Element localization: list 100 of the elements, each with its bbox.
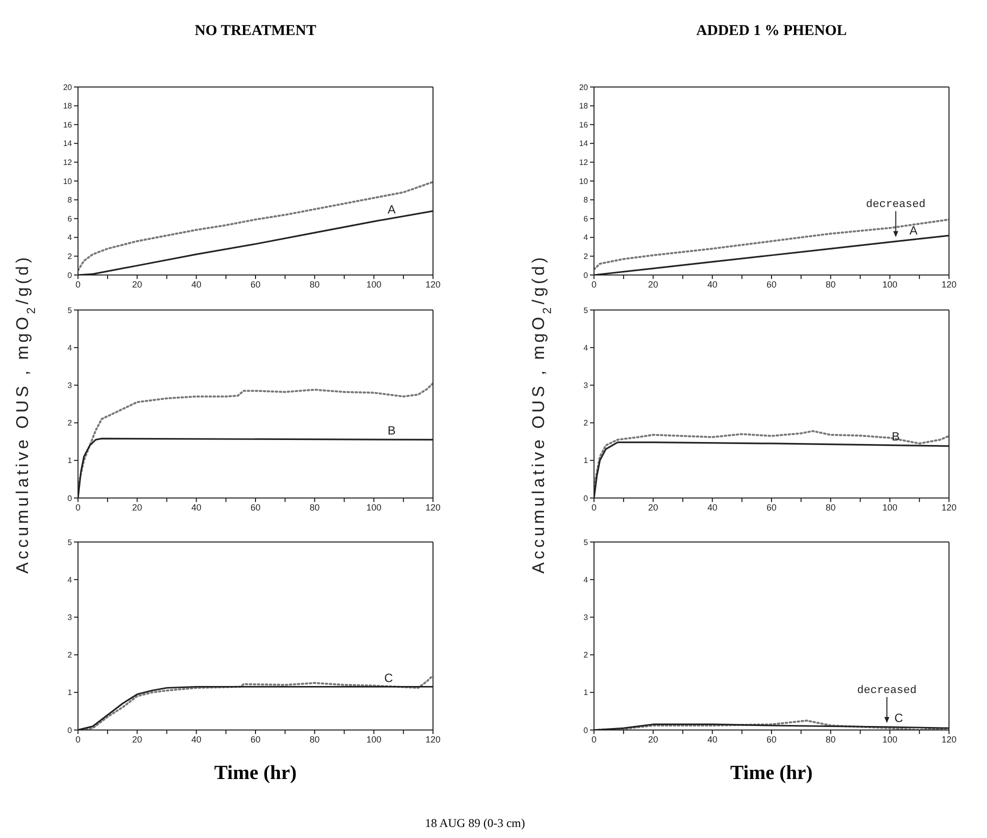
annotation: A [909, 223, 918, 238]
y-tick-label: 1 [584, 688, 589, 698]
y-tick-label: 5 [584, 306, 589, 315]
x-tick-label: 60 [250, 279, 261, 290]
annotation: A [388, 202, 396, 217]
x-tick-label: 120 [425, 734, 441, 744]
y-tick-label: 4 [584, 575, 589, 584]
x-tick-label: 120 [425, 279, 441, 290]
y-tick-label: 10 [579, 176, 589, 186]
x-tick-label: 0 [75, 502, 81, 512]
y-tick-label: 0 [584, 494, 589, 503]
y-tick-label: 2 [68, 418, 73, 428]
x-tick-label: 120 [941, 734, 957, 744]
y-tick-label: 1 [68, 688, 73, 698]
x-tick-label: 0 [75, 734, 81, 744]
y-tick-label: 0 [584, 270, 589, 280]
y-tick-label: 4 [584, 233, 589, 242]
y-tick-label: 1 [68, 456, 73, 466]
line-series [594, 430, 949, 488]
y-tick-label: 16 [63, 120, 73, 130]
y-tick-label: 3 [584, 613, 589, 622]
x-tick-label: 40 [191, 279, 202, 290]
y-tick-label: 20 [579, 82, 589, 92]
x-tick-label: 20 [132, 734, 142, 744]
annotation: C [384, 670, 394, 685]
annotation: B [388, 424, 396, 438]
x-tick-label: 40 [707, 279, 718, 290]
y-tick-label: 6 [584, 214, 589, 224]
annotation: decreased [857, 684, 917, 697]
y-tick-label: 5 [584, 538, 589, 547]
x-tick-label: 0 [591, 279, 597, 290]
x-tick-label: 120 [425, 502, 441, 512]
y-tick-label: 12 [63, 158, 73, 168]
y-tick-label: 2 [584, 252, 589, 262]
x-tick-label: 100 [882, 734, 898, 744]
text: 18 AUG 89 (0-3 cm) [424, 816, 526, 831]
x-axis-title: Time (hr) [213, 762, 298, 785]
x-tick-label: 0 [75, 279, 81, 290]
y-tick-label: 2 [68, 252, 73, 262]
y-tick-label: 3 [68, 381, 73, 390]
annotation: C [894, 710, 904, 725]
y-tick-label: 18 [63, 102, 73, 111]
y-tick-label: 5 [68, 306, 73, 315]
x-tick-label: 100 [366, 502, 382, 512]
x-tick-label: 60 [766, 502, 777, 512]
line-series [78, 180, 433, 272]
annotation: decreased [866, 199, 926, 212]
y-tick-label: 4 [68, 575, 73, 584]
y-tick-label: 4 [68, 233, 73, 242]
x-tick-label: 100 [366, 734, 382, 744]
x-tick-label: 0 [591, 734, 597, 744]
y-tick-label: 8 [584, 196, 589, 205]
x-tick-label: 100 [882, 279, 898, 290]
x-tick-label: 20 [648, 502, 658, 512]
x-tick-label: 20 [648, 734, 658, 744]
y-tick-label: 0 [68, 494, 73, 503]
y-tick-label: 3 [584, 381, 589, 390]
x-tick-label: 60 [766, 279, 777, 290]
x-tick-label: 80 [310, 734, 320, 744]
x-tick-label: 60 [766, 734, 777, 744]
x-tick-label: 80 [826, 279, 836, 290]
y-tick-label: 8 [68, 196, 73, 205]
x-axis-title: Time (hr) [729, 762, 814, 785]
x-tick-label: 60 [250, 734, 261, 744]
x-tick-label: 60 [250, 502, 261, 512]
x-tick-label: 40 [191, 734, 202, 744]
x-tick-label: 20 [132, 279, 142, 290]
x-tick-label: 120 [941, 502, 957, 512]
y-tick-label: 14 [579, 139, 589, 148]
y-tick-label: 2 [584, 650, 589, 660]
y-tick-label: 2 [68, 650, 73, 660]
y-tick-label: 6 [68, 214, 73, 224]
x-tick-label: 100 [882, 502, 898, 512]
y-tick-label: 5 [68, 538, 73, 547]
x-tick-label: 120 [941, 279, 957, 290]
x-tick-label: 20 [132, 502, 142, 512]
x-tick-label: 80 [310, 502, 320, 512]
x-tick-label: 80 [310, 279, 320, 290]
y-tick-label: 14 [63, 139, 73, 148]
x-tick-label: 40 [191, 502, 202, 512]
y-tick-label: 18 [579, 102, 589, 111]
y-tick-label: 10 [63, 176, 73, 186]
y-tick-label: 0 [584, 726, 589, 735]
x-tick-label: 100 [366, 279, 382, 290]
y-tick-label: 2 [584, 418, 589, 428]
y-tick-label: 20 [63, 82, 73, 92]
x-tick-label: 80 [826, 734, 836, 744]
chart-title: ADDED 1 % PHENOL [695, 23, 848, 40]
x-tick-label: 40 [707, 502, 718, 512]
x-tick-label: 40 [707, 734, 718, 744]
x-tick-label: 80 [826, 502, 836, 512]
y-tick-label: 0 [68, 270, 73, 280]
y-tick-label: 0 [68, 726, 73, 735]
y-tick-label: 4 [584, 343, 589, 352]
y-tick-label: 12 [579, 158, 589, 168]
x-tick-label: 20 [648, 279, 658, 290]
y-tick-label: 4 [68, 343, 73, 352]
y-tick-label: 1 [584, 456, 589, 466]
y-tick-label: 16 [579, 120, 589, 130]
chart-title: NO TREATMENT [194, 23, 318, 40]
